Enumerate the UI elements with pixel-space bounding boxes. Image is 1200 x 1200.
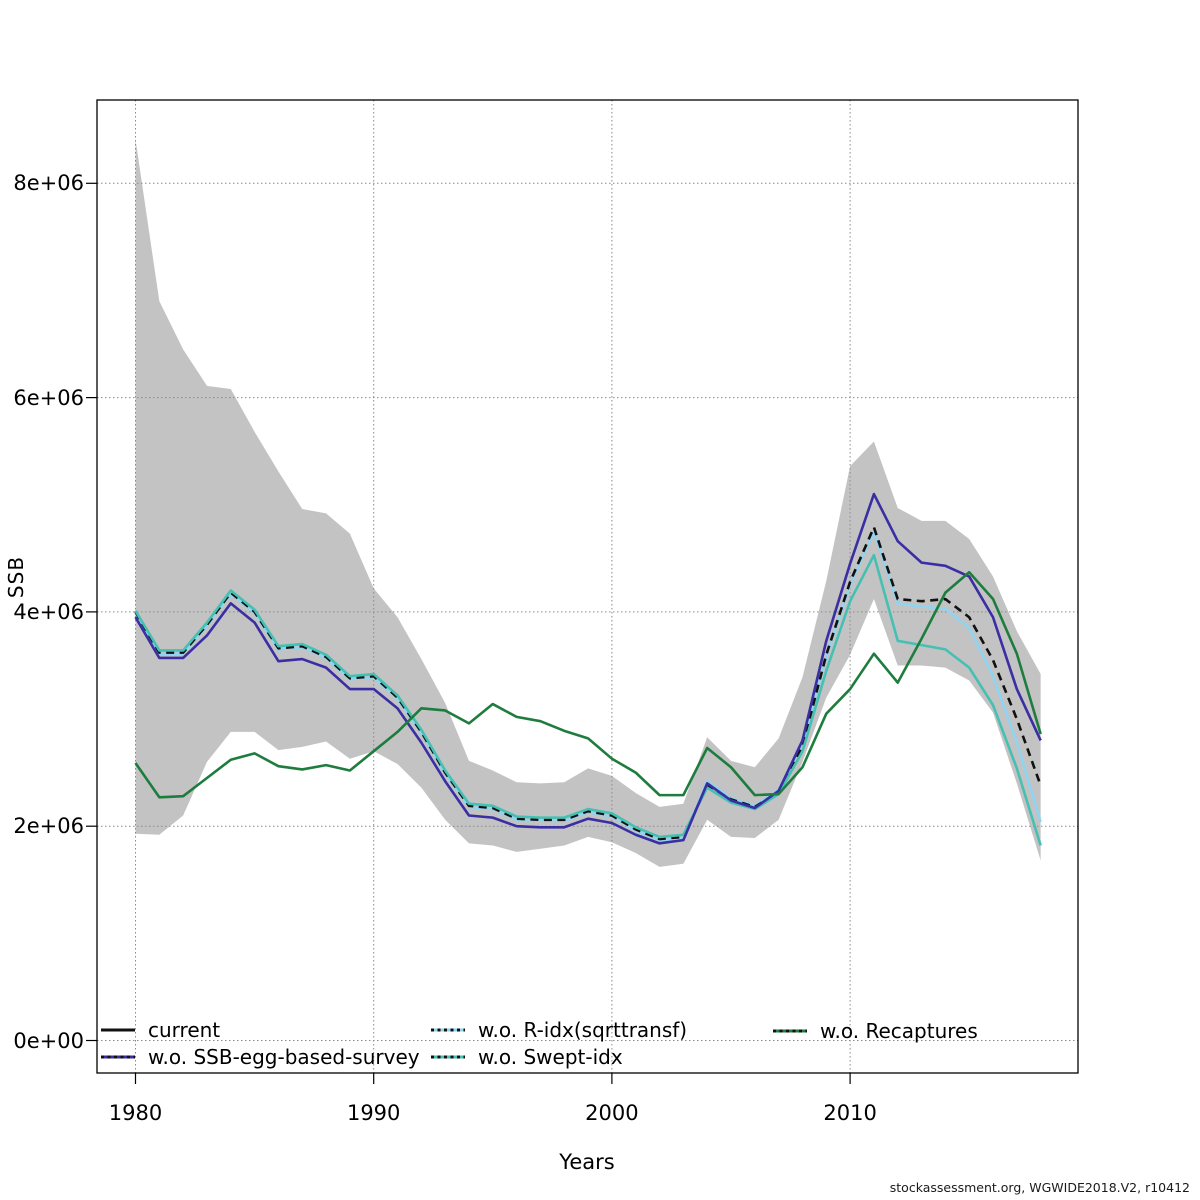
legend-label: w.o. Recaptures bbox=[820, 1019, 978, 1043]
legend-item-swept: w.o. Swept-idx bbox=[430, 1044, 623, 1070]
legend-label: current bbox=[148, 1018, 221, 1042]
legend-label: w.o. SSB-egg-based-survey bbox=[148, 1045, 420, 1069]
legend-key-recaptures bbox=[773, 1029, 807, 1033]
series-line-ssb_egg bbox=[134, 492, 1042, 845]
legend-key-current bbox=[101, 1028, 135, 1032]
plot-frame bbox=[96, 99, 1079, 1074]
series-line-swept bbox=[134, 553, 1042, 846]
x-tick-label: 2010 bbox=[823, 1101, 877, 1125]
y-tick-label: 8e+06 bbox=[13, 171, 84, 196]
x-tick-label: 1990 bbox=[346, 1101, 401, 1125]
series-line-recaptures bbox=[134, 570, 1042, 799]
x-tick-label: 2000 bbox=[585, 1101, 639, 1125]
legend-item-r_idx: w.o. R-idx(sqrttransf) bbox=[430, 1017, 687, 1043]
legend-label: w.o. Swept-idx bbox=[478, 1045, 623, 1069]
legend-key-r_idx bbox=[431, 1028, 465, 1032]
legend-item-recaptures: w.o. Recaptures bbox=[772, 1018, 978, 1044]
y-tick-label: 0e+00 bbox=[13, 1028, 84, 1053]
series-line-current bbox=[134, 525, 1042, 841]
legend-key-ssb_egg bbox=[101, 1055, 135, 1059]
legend-item-ssb_egg: w.o. SSB-egg-based-survey bbox=[100, 1044, 420, 1070]
confidence-band bbox=[135, 139, 1041, 867]
y-axis-title: SSB bbox=[4, 555, 28, 599]
legend-label: w.o. R-idx(sqrttransf) bbox=[478, 1018, 688, 1042]
x-axis-title: Years bbox=[559, 1150, 615, 1174]
legend-item-current: current bbox=[100, 1017, 220, 1043]
y-tick-label: 4e+06 bbox=[13, 599, 84, 624]
x-tick-label: 1980 bbox=[108, 1101, 163, 1125]
legend-key-swept bbox=[431, 1055, 465, 1059]
y-tick-label: 2e+06 bbox=[13, 814, 84, 839]
footer-credit: stockassessment.org, WGWIDE2018.V2, r104… bbox=[889, 1180, 1190, 1195]
y-tick-label: 6e+06 bbox=[13, 385, 84, 410]
